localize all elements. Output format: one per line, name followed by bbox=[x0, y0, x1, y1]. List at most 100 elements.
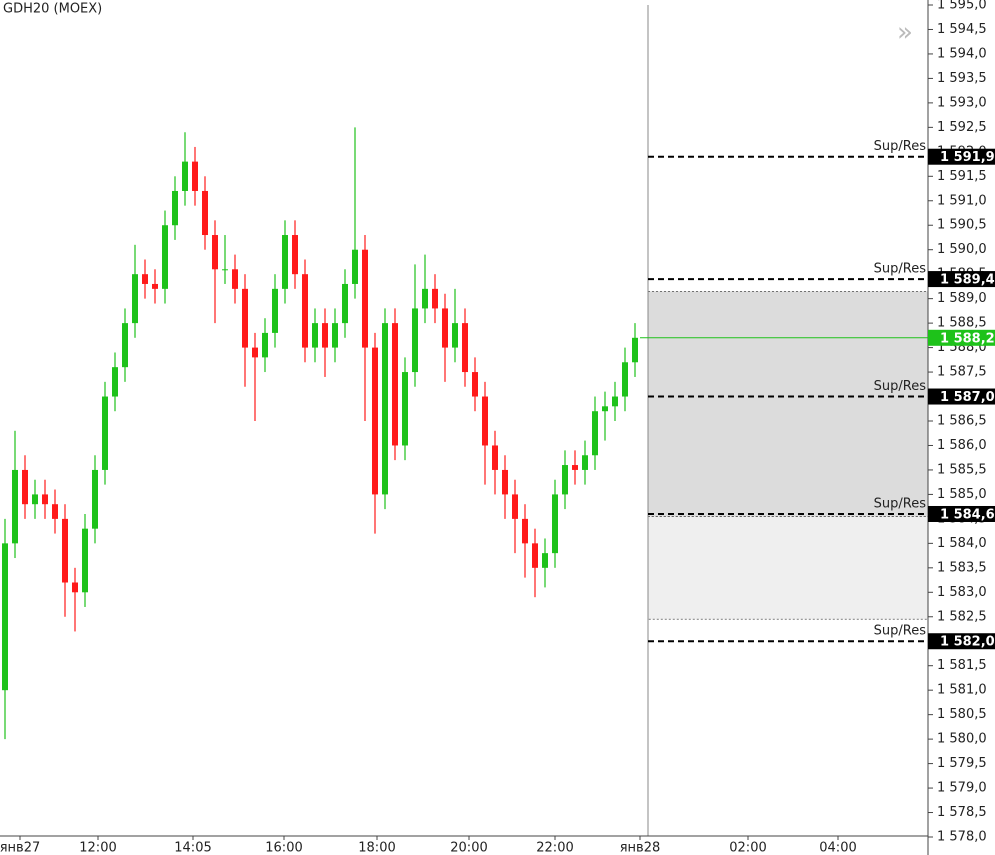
y-tick-label: 1 586,5 bbox=[937, 414, 987, 429]
candle-body bbox=[202, 190, 208, 236]
candle-body bbox=[452, 323, 458, 348]
candle-body bbox=[572, 465, 578, 470]
y-tick-label: 1 591,5 bbox=[937, 169, 987, 184]
candle-body bbox=[392, 323, 398, 446]
level-name: Sup/Res bbox=[874, 496, 927, 511]
candle-body bbox=[232, 269, 238, 289]
candle-body bbox=[292, 235, 298, 275]
candle-body bbox=[162, 225, 168, 289]
candle-body bbox=[42, 494, 48, 505]
candle-body bbox=[312, 323, 318, 348]
candle-body bbox=[332, 323, 338, 348]
candle-body bbox=[62, 518, 68, 583]
candle-body bbox=[562, 465, 568, 495]
level-tag bbox=[928, 505, 995, 522]
candle-body bbox=[242, 288, 248, 348]
candle-body bbox=[372, 347, 378, 495]
candle-body bbox=[482, 396, 488, 446]
y-tick-label: 1 583,0 bbox=[937, 585, 987, 600]
y-tick-label: 1 578,5 bbox=[937, 805, 987, 820]
candle-body bbox=[442, 308, 448, 348]
level-label: 1 587,0 bbox=[940, 390, 995, 405]
x-tick-label: 22:00 bbox=[536, 841, 573, 855]
candle-body bbox=[472, 372, 478, 397]
y-tick-label: 1 589,0 bbox=[937, 291, 987, 306]
level-tag bbox=[928, 388, 995, 405]
candle-body bbox=[102, 396, 108, 470]
candle-body bbox=[632, 337, 638, 363]
x-tick-label: 20:00 bbox=[450, 841, 487, 855]
candle-body bbox=[422, 288, 428, 309]
candle-body bbox=[582, 455, 588, 470]
candle-body bbox=[132, 274, 138, 324]
x-tick-label: 04:00 bbox=[819, 841, 856, 855]
x-tick-label: янв28 bbox=[620, 841, 661, 855]
y-tick-label: 1 584,0 bbox=[937, 536, 987, 551]
x-tick-label: 02:00 bbox=[729, 841, 766, 855]
zone bbox=[647, 290, 929, 517]
candle-body bbox=[502, 469, 508, 495]
candle-body bbox=[542, 553, 548, 568]
y-tick-label: 1 579,0 bbox=[937, 781, 987, 796]
candle-body bbox=[412, 308, 418, 373]
y-tick-label: 1 582,5 bbox=[937, 609, 987, 624]
candle-body bbox=[82, 528, 88, 593]
candle-body bbox=[322, 323, 328, 348]
x-tick-label: 16:00 bbox=[265, 841, 302, 855]
y-tick-label: 1 594,0 bbox=[937, 46, 987, 61]
y-tick-label: 1 587,5 bbox=[937, 365, 987, 380]
candle-body bbox=[252, 347, 258, 358]
candle-body bbox=[522, 518, 528, 544]
candle-body bbox=[462, 323, 468, 373]
y-tick-label: 1 583,5 bbox=[937, 560, 987, 575]
candle-body bbox=[602, 406, 608, 412]
y-tick-label: 1 592,5 bbox=[937, 120, 987, 135]
candle-body bbox=[432, 288, 438, 309]
level-tag bbox=[928, 633, 995, 650]
candle-body bbox=[142, 274, 148, 284]
candle-body bbox=[552, 494, 558, 554]
y-tick-label: 1 585,5 bbox=[937, 462, 987, 477]
candle-body bbox=[622, 362, 628, 397]
candle-body bbox=[192, 161, 198, 191]
y-tick-label: 1 595,0 bbox=[937, 0, 987, 13]
candle-body bbox=[282, 235, 288, 289]
candle-body bbox=[22, 469, 28, 505]
candle-body bbox=[402, 372, 408, 446]
y-tick-label: 1 593,5 bbox=[937, 71, 987, 86]
level-tag bbox=[928, 271, 995, 288]
chart-title: GDH20 (MOEX) bbox=[3, 2, 102, 17]
candle-body bbox=[172, 190, 178, 226]
zone bbox=[647, 516, 929, 620]
y-tick-label: 1 588,5 bbox=[937, 316, 987, 331]
candle-body bbox=[212, 235, 218, 270]
level-tag bbox=[928, 148, 995, 165]
candle-body bbox=[532, 543, 538, 568]
y-tick-label: 1 590,5 bbox=[937, 218, 987, 233]
last-price-label: 1 588,2 bbox=[940, 331, 995, 346]
x-tick-label: 18:00 bbox=[358, 841, 395, 855]
y-tick-label: 1 579,5 bbox=[937, 756, 987, 771]
candle-body bbox=[92, 469, 98, 529]
y-tick-label: 1 585,0 bbox=[937, 487, 987, 502]
candle-body bbox=[12, 469, 18, 544]
candle-body bbox=[2, 543, 8, 691]
y-tick-label: 1 594,5 bbox=[937, 22, 987, 37]
candle-body bbox=[52, 504, 58, 519]
candle-body bbox=[152, 283, 158, 289]
y-tick-label: 1 581,0 bbox=[937, 683, 987, 698]
y-tick-label: 1 590,0 bbox=[937, 242, 987, 257]
candle-body bbox=[492, 445, 498, 470]
candle-body bbox=[342, 283, 348, 324]
level-name: Sup/Res bbox=[874, 262, 927, 277]
candle-body bbox=[72, 582, 78, 593]
candle-body bbox=[512, 494, 518, 519]
candle-body bbox=[302, 274, 308, 348]
y-tick-label: 1 580,5 bbox=[937, 707, 987, 722]
candle-body bbox=[362, 249, 368, 348]
candle-body bbox=[222, 269, 228, 271]
level-name: Sup/Res bbox=[874, 139, 927, 154]
level-label: 1 591,9 bbox=[940, 150, 995, 165]
collapse-icon[interactable]: » bbox=[897, 18, 913, 48]
candle-body bbox=[592, 411, 598, 456]
